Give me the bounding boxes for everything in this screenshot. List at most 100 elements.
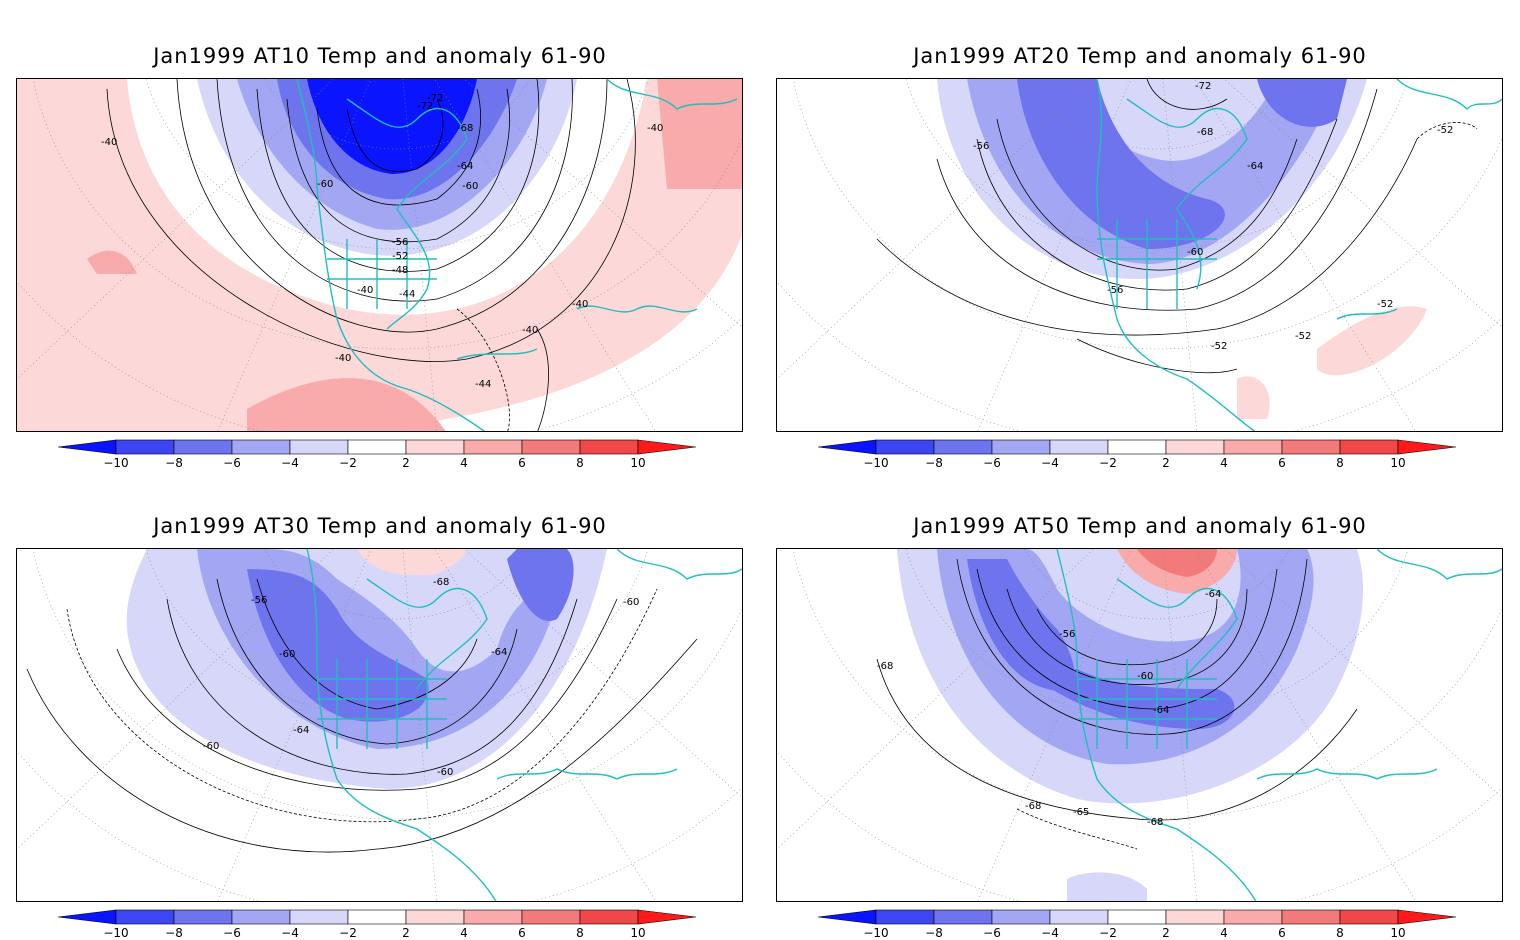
svg-text:-60: -60 [437,767,453,778]
map-at20: -72 -68 -64 -56 -60 -56 -52 -52 -52 -52 [776,78,1503,432]
svg-text:-44: -44 [475,379,491,390]
colorbar-tick-label: 4 [460,926,468,938]
colorbar-tick-label: −2 [1099,456,1117,468]
svg-text:-60: -60 [623,597,639,608]
colorbar-swatch [1339,909,1399,925]
colorbar-tick-label: 4 [1220,456,1228,468]
svg-text:-60: -60 [317,179,333,190]
cold-anomaly-south [1067,872,1147,901]
cold-anomaly-inner [967,559,1075,691]
colorbar-swatch [289,909,349,925]
colorbar-tick-label: 6 [1278,456,1286,468]
svg-text:-44: -44 [399,289,415,300]
svg-text:-65: -65 [1073,807,1089,818]
colorbar: −10 −8 −6 −4 −2 2 4 6 8 10 [58,909,697,938]
warm-anomaly-se [1317,306,1427,376]
warm-anomaly-south [1237,376,1270,419]
colorbar: −10 −8 −6 −4 −2 2 4 6 8 10 [58,439,697,468]
graticule [777,549,1502,901]
map-at50: -64 -56 -60 -64 -68 -68 -65 -68 [776,548,1503,902]
svg-text:-40: -40 [357,285,373,296]
cold-anomaly-inner [247,569,429,722]
svg-text:-60: -60 [1137,671,1153,682]
colorbar-tick-label: 2 [402,926,410,938]
colorbar-tick-label: −10 [863,456,888,468]
svg-text:-40: -40 [101,137,117,148]
colorbar-tick-label: −8 [925,926,943,938]
colorbar-tick-label: −10 [103,456,128,468]
colorbar-tick-label: 2 [402,456,410,468]
svg-text:-60: -60 [203,741,219,752]
svg-text:-48: -48 [392,265,408,276]
svg-text:-72: -72 [427,93,443,104]
colorbar-swatch [1107,909,1167,925]
colorbar-tick-label: 6 [518,456,526,468]
svg-text:-64: -64 [1153,705,1169,716]
svg-text:-60: -60 [1187,247,1203,258]
colorbar-arrow-left [818,439,877,455]
colorbar-swatch [463,909,523,925]
svg-text:-56: -56 [392,237,408,248]
svg-text:-64: -64 [293,725,309,736]
map-at30: -68 -56 -60 -64 -60 -64 -60 -60 [16,548,743,902]
panel-at10: Jan1999 AT10 Temp and anomaly 61-90 [0,0,760,470]
svg-text:-40: -40 [572,299,588,310]
isotherm-contours [26,578,698,853]
colorbar-swatch [347,909,407,925]
colorbar-tick-label: −6 [223,926,241,938]
warm-anomaly-north [357,549,467,576]
svg-text:-52: -52 [1295,331,1311,342]
map-at10: -72 -72 -68 -64 -60 -60 -56 -52 -48 -44 … [16,78,743,432]
colorbar: −10 −8 −6 −4 −2 2 4 6 8 10 [818,439,1457,468]
colorbar-tick-label: 8 [576,926,584,938]
graticule [17,549,742,901]
coastlines [306,549,742,901]
panel-at50: Jan1999 AT50 Temp and anomaly 61-90 [760,470,1520,940]
colorbar-tick-label: −4 [281,926,299,938]
colorbar-tick-label: −4 [1041,456,1059,468]
colorbar-swatch [1107,439,1167,455]
colorbar-arrow-right [637,909,697,925]
svg-text:-64: -64 [491,647,507,658]
svg-text:-56: -56 [1059,629,1075,640]
cold-anomaly-east [507,549,574,621]
graticule [17,79,742,431]
colorbar-swatch [1165,439,1225,455]
svg-text:-52: -52 [1377,299,1393,310]
svg-text:-72: -72 [417,101,433,112]
colorbar-tick-label: 2 [1162,456,1170,468]
warm-anomaly-north-inner [1137,549,1217,577]
colorbar-tick-label: −2 [1099,926,1117,938]
contour-labels: -68 -56 -60 -64 -60 -64 -60 -60 [203,577,639,778]
svg-text:-52: -52 [1211,341,1227,352]
svg-text:-52: -52 [1437,125,1453,136]
panel-title: Jan1999 AT20 Temp and anomaly 61-90 [913,44,1367,68]
svg-text:-64: -64 [1247,161,1263,172]
colorbar-swatch [1281,909,1341,925]
svg-text:-56: -56 [251,595,267,606]
colorbar-tick-label: −6 [983,926,1001,938]
colorbar-arrow-left [818,909,877,925]
colorbar-swatch [1049,909,1109,925]
colorbar-tick-label: −8 [165,926,183,938]
cold-anomaly-inner [1017,79,1225,249]
colorbar-tick-label: −6 [983,456,1001,468]
colorbar-swatch [1049,439,1109,455]
colorbar-swatch [521,439,581,455]
isotherm-contours [106,79,636,431]
svg-text:-68: -68 [457,123,473,134]
colorbar-swatch [933,439,993,455]
svg-text:-68: -68 [1197,127,1213,138]
colorbar-swatch [1223,439,1283,455]
panel-at30: Jan1999 AT30 Temp and anomaly 61-90 [0,470,760,940]
colorbar-tick-label: −8 [165,456,183,468]
colorbar-tick-label: −4 [1041,926,1059,938]
colorbar-tick-label: 6 [518,926,526,938]
colorbar-tick-label: 8 [576,456,584,468]
colorbar-swatch [347,439,407,455]
colorbar-tick-label: 4 [1220,926,1228,938]
svg-text:-56: -56 [1107,285,1123,296]
colorbar-tick-label: −8 [925,456,943,468]
isotherm-contours [876,79,1478,374]
colorbar-swatch [521,909,581,925]
